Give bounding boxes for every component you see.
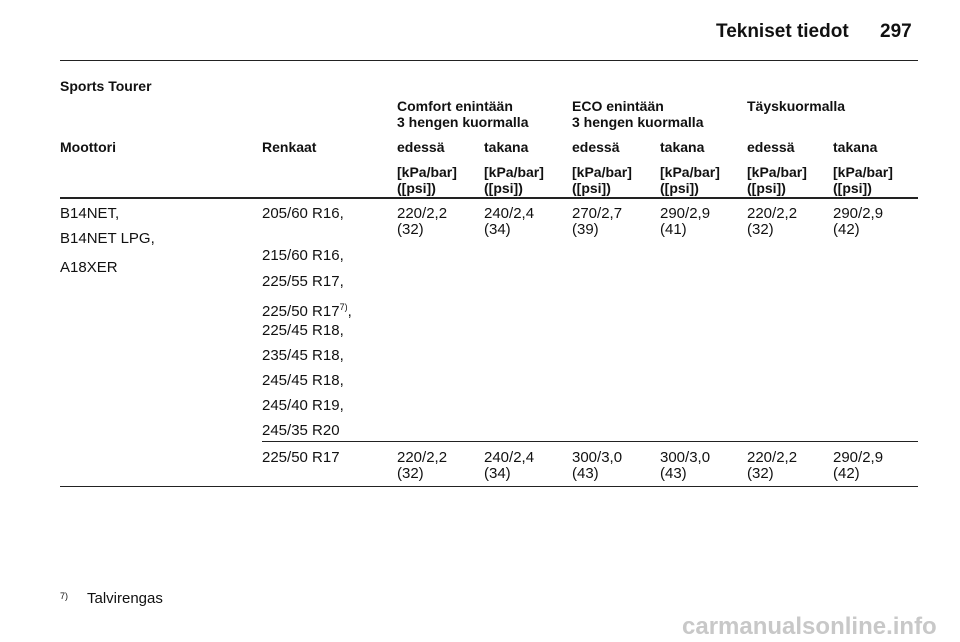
watermark: carmanualsonline.info xyxy=(682,613,937,640)
table-end-rule xyxy=(60,486,918,487)
group-header: Comfort enintään xyxy=(397,98,513,114)
pressure: 270/2,7 xyxy=(572,205,623,222)
pressure: 240/2,4 xyxy=(484,205,535,222)
pressure: (42) xyxy=(833,221,860,238)
pressure: 220/2,2 xyxy=(397,449,448,466)
pressure: (32) xyxy=(747,465,774,482)
pressure: 300/3,0 xyxy=(660,449,711,466)
section-title: Sports Tourer xyxy=(60,78,152,94)
unit-header: ([psi]) xyxy=(484,180,523,196)
pressure: (32) xyxy=(397,465,424,482)
page-number: 297 xyxy=(880,21,912,42)
unit-header: ([psi]) xyxy=(833,180,872,196)
pressure: (32) xyxy=(397,221,424,238)
column-header: takana xyxy=(660,139,705,155)
unit-header: ([psi]) xyxy=(747,180,786,196)
header-bottom-rule xyxy=(60,197,918,199)
header-title: Tekniset tiedot xyxy=(716,21,849,42)
column-header: edessä xyxy=(747,139,795,155)
column-header: takana xyxy=(833,139,878,155)
engine: B14NET, xyxy=(60,205,120,222)
unit-header: [kPa/bar] xyxy=(833,164,893,180)
column-header: Renkaat xyxy=(262,139,317,155)
column-header: edessä xyxy=(572,139,620,155)
pressure: (34) xyxy=(484,221,511,238)
pressure: (39) xyxy=(572,221,599,238)
footnote-mark: 7) xyxy=(60,591,69,601)
engine: A18XER xyxy=(60,259,118,276)
tire: 225/45 R18, xyxy=(262,322,344,339)
tire: 225/50 R177), xyxy=(262,302,352,320)
tire: 235/45 R18, xyxy=(262,347,344,364)
unit-header: ([psi]) xyxy=(572,180,611,196)
unit-header: [kPa/bar] xyxy=(397,164,457,180)
pressure: 290/2,9 xyxy=(833,449,884,466)
pressure: (43) xyxy=(572,465,599,482)
footnote-text: Talvirengas xyxy=(87,590,163,607)
pressure: (34) xyxy=(484,465,511,482)
column-header: Moottori xyxy=(60,139,116,155)
pressure: (43) xyxy=(660,465,687,482)
tire: 245/45 R18, xyxy=(262,372,344,389)
pressure: (32) xyxy=(747,221,774,238)
unit-header: [kPa/bar] xyxy=(572,164,632,180)
pressure: 300/3,0 xyxy=(572,449,623,466)
tire: 245/40 R19, xyxy=(262,397,344,414)
unit-header: ([psi]) xyxy=(660,180,699,196)
group-header: ECO enintään xyxy=(572,98,664,114)
header-rule xyxy=(60,60,918,61)
pressure: 220/2,2 xyxy=(747,205,798,222)
unit-header: [kPa/bar] xyxy=(660,164,720,180)
tire: 215/60 R16, xyxy=(262,247,344,264)
row-rule xyxy=(262,441,918,442)
tire: 245/35 R20 xyxy=(262,422,340,439)
pressure: 290/2,9 xyxy=(833,205,884,222)
engine: B14NET LPG, xyxy=(60,230,155,247)
unit-header: [kPa/bar] xyxy=(747,164,807,180)
pressure: (41) xyxy=(660,221,687,238)
tire: 225/55 R17, xyxy=(262,273,344,290)
pressure: 220/2,2 xyxy=(397,205,448,222)
pressure: (42) xyxy=(833,465,860,482)
tire: 205/60 R16, xyxy=(262,205,344,222)
unit-header: [kPa/bar] xyxy=(484,164,544,180)
group-header: Täyskuormalla xyxy=(747,98,846,114)
pressure: 240/2,4 xyxy=(484,449,535,466)
group-header: 3 hengen kuormalla xyxy=(572,114,704,130)
column-header: takana xyxy=(484,139,529,155)
pressure: 220/2,2 xyxy=(747,449,798,466)
tire: 225/50 R17 xyxy=(262,449,340,466)
unit-header: ([psi]) xyxy=(397,180,436,196)
tire-suffix: , xyxy=(347,303,352,320)
footnote-ref: 7) xyxy=(339,302,348,312)
column-header: edessä xyxy=(397,139,445,155)
pressure: 290/2,9 xyxy=(660,205,711,222)
group-header: 3 hengen kuormalla xyxy=(397,114,529,130)
